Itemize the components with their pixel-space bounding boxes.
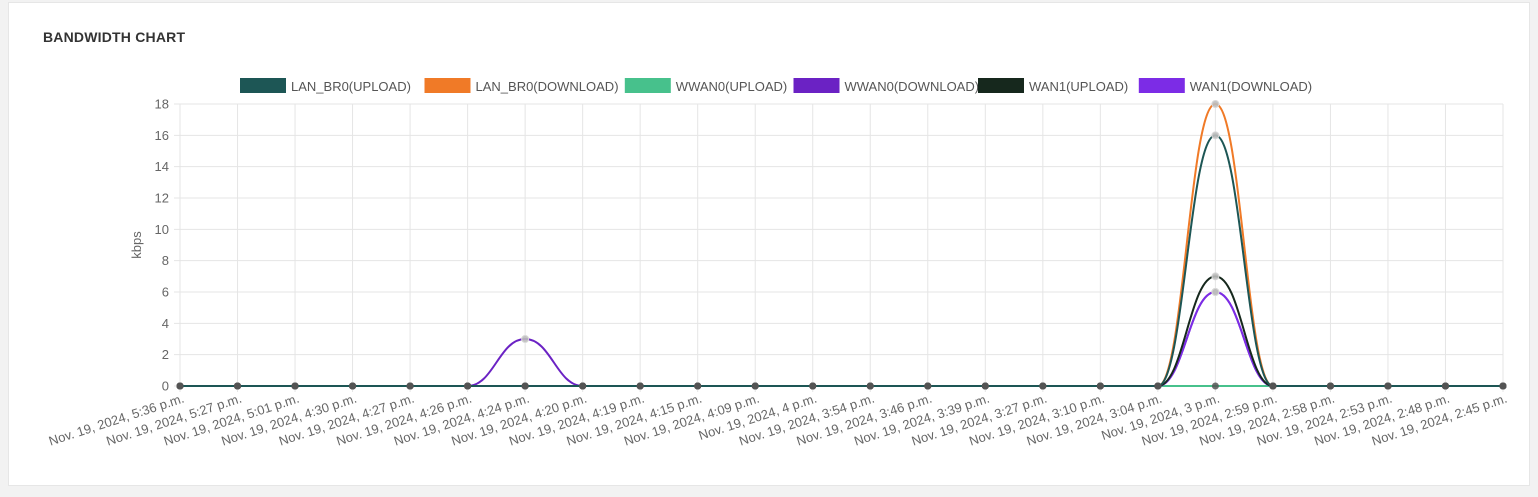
series-layer — [180, 102, 1503, 387]
data-points — [176, 100, 1507, 390]
legend-swatch — [1138, 78, 1185, 93]
data-point — [751, 382, 759, 390]
data-point — [1211, 382, 1219, 390]
legend-label: WAN1(UPLOAD) — [1029, 79, 1128, 94]
data-point — [866, 382, 874, 390]
y-tick-label: 2 — [162, 347, 169, 362]
legend-label: WWAN0(UPLOAD) — [676, 79, 787, 94]
data-point — [1039, 382, 1047, 390]
y-tick-label: 18 — [155, 97, 169, 112]
legend-label: LAN_BR0(DOWNLOAD) — [476, 79, 619, 94]
data-point — [1211, 272, 1220, 281]
data-point — [579, 382, 587, 390]
legend-label: LAN_BR0(UPLOAD) — [291, 79, 411, 94]
y-tick-label: 16 — [155, 128, 169, 143]
y-tick-label: 8 — [162, 253, 169, 268]
series-wwan0-download- — [180, 290, 1503, 387]
data-point — [1154, 382, 1162, 390]
data-point — [1441, 382, 1449, 390]
data-point — [521, 335, 530, 343]
y-tick-label: 4 — [162, 316, 169, 331]
legend-item: LAN_BR0(UPLOAD) — [240, 78, 411, 94]
legend-item: WAN1(DOWNLOAD) — [1138, 78, 1312, 94]
y-tick-label: 10 — [155, 222, 169, 237]
legend-item: WWAN0(DOWNLOAD) — [793, 78, 980, 94]
data-point — [1499, 382, 1507, 390]
series-line — [180, 102, 1503, 387]
data-point — [924, 382, 932, 390]
data-point — [694, 382, 702, 390]
legend-item: WAN1(UPLOAD) — [978, 78, 1128, 94]
data-point — [809, 382, 817, 390]
data-point — [234, 382, 242, 390]
legend: LAN_BR0(UPLOAD) LAN_BR0(DOWNLOAD) WWAN0(UP… — [240, 78, 1312, 94]
legend-swatch — [793, 78, 840, 93]
series-lan-br0-download- — [180, 102, 1503, 387]
data-point — [981, 382, 989, 390]
data-point — [1096, 382, 1104, 390]
legend-label: WWAN0(DOWNLOAD) — [845, 79, 980, 94]
legend-item: LAN_BR0(DOWNLOAD) — [424, 78, 619, 94]
legend-swatch — [978, 78, 1024, 93]
data-point — [521, 382, 529, 390]
legend-label: WAN1(DOWNLOAD) — [1190, 79, 1312, 94]
legend-swatch — [624, 78, 671, 93]
series-line — [180, 275, 1503, 387]
data-point — [406, 382, 414, 390]
series-wan1-upload- — [180, 275, 1503, 387]
data-point — [1211, 288, 1220, 296]
legend-swatch — [424, 78, 471, 93]
data-point — [464, 382, 472, 390]
y-tick-label: 14 — [155, 159, 169, 174]
legend-item: WWAN0(UPLOAD) — [624, 78, 787, 94]
series-line — [180, 290, 1503, 387]
legend-swatch — [240, 78, 286, 93]
y-tick-label: 0 — [162, 379, 169, 394]
data-point — [1326, 382, 1334, 390]
series-line — [180, 290, 1503, 387]
data-point — [636, 382, 644, 390]
y-axis-label: kbps — [129, 231, 144, 259]
data-point — [1211, 100, 1220, 108]
grid — [174, 103, 1504, 392]
data-point — [1384, 382, 1392, 390]
data-point — [1269, 382, 1277, 390]
y-tick-label: 12 — [155, 191, 169, 206]
card-title: BANDWIDTH CHART — [43, 29, 186, 45]
data-point — [1211, 131, 1220, 140]
data-point — [176, 382, 184, 390]
data-point — [349, 382, 357, 390]
y-tick-label: 6 — [162, 285, 169, 300]
series-wan1-download- — [180, 290, 1503, 387]
data-point — [291, 382, 299, 390]
